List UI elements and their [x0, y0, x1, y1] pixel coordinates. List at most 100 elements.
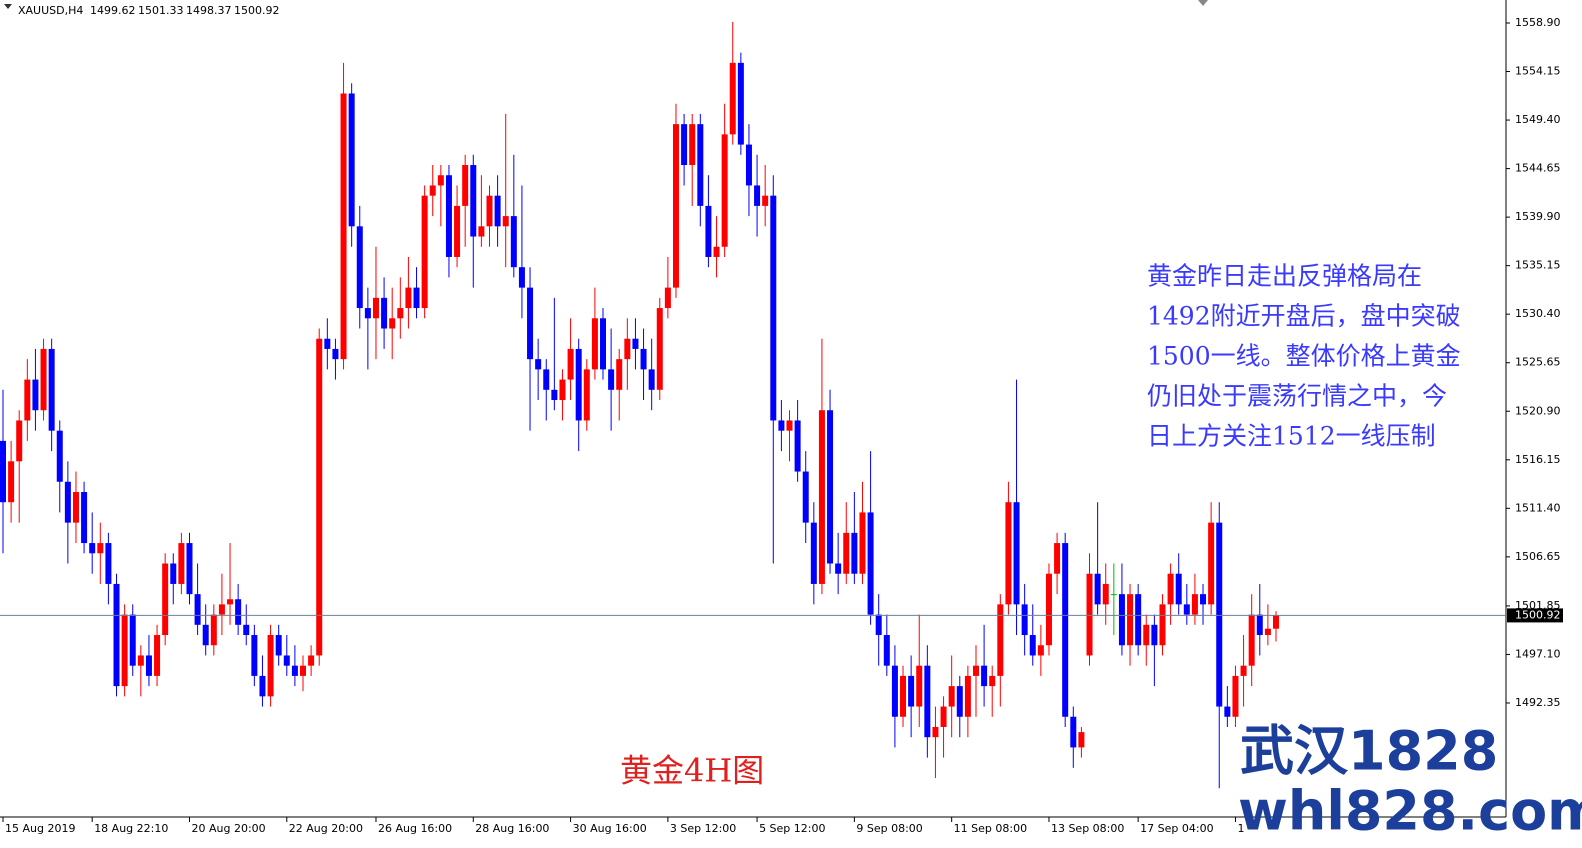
header-close: 1500.92: [234, 4, 280, 17]
y-tick-label: 1525.65: [1515, 356, 1561, 369]
candle-body: [1045, 573, 1052, 646]
x-tick-label: 18 Aug 22:10: [94, 822, 168, 835]
candle-body: [843, 532, 850, 574]
candle-body: [437, 175, 444, 186]
candle-body: [0, 440, 6, 503]
candle-body: [405, 287, 412, 309]
candle-body: [340, 93, 347, 360]
x-tick-label: 15 Aug 2019: [5, 822, 75, 835]
symbol: XAUUSD,H4: [18, 4, 83, 17]
current-price-box: [1507, 608, 1563, 623]
candle-body: [1224, 706, 1231, 717]
candle-body: [72, 491, 79, 523]
candle-body: [754, 185, 761, 206]
candle-body: [454, 205, 461, 257]
caption: 黄金4H图: [620, 752, 764, 790]
candle-body: [794, 420, 801, 472]
candle-body: [608, 369, 615, 390]
candle-body: [510, 216, 517, 268]
candle-body: [1062, 543, 1069, 717]
candle-body: [178, 543, 185, 584]
candle-body: [486, 195, 493, 227]
candle-body: [859, 512, 866, 574]
candle-body: [381, 297, 388, 329]
candle-body: [981, 665, 988, 687]
candle-body: [1159, 604, 1166, 646]
candle-body: [1256, 614, 1263, 636]
candle-body: [251, 635, 258, 676]
header-open: 1499.62: [90, 4, 136, 17]
candle-body: [462, 165, 469, 206]
candle-body: [32, 379, 39, 411]
candle-body: [300, 665, 307, 676]
candle-body: [40, 348, 47, 411]
candle-body: [1191, 594, 1198, 615]
candle-body: [616, 359, 623, 390]
candle-body: [802, 471, 809, 523]
candle-body: [891, 665, 898, 717]
candle-body: [932, 726, 939, 738]
x-tick-label: 5 Sep 12:00: [759, 822, 825, 835]
candle-body: [664, 287, 671, 309]
y-tick-label: 1530.40: [1515, 307, 1561, 320]
header-low: 1498.37: [186, 4, 232, 17]
x-tick-label: 11 Sep 08:00: [954, 822, 1027, 835]
candle-body: [867, 512, 874, 615]
x-tick-label: 20 Aug 20:00: [191, 822, 265, 835]
candle-body: [518, 267, 525, 288]
current-price-label: 1500.92: [1515, 608, 1561, 621]
candle-body: [1232, 675, 1239, 717]
y-tick-label: 1535.15: [1515, 259, 1561, 272]
x-tick-label: 17 Sep 04:00: [1140, 822, 1213, 835]
candle-body: [397, 308, 404, 319]
candle-body: [97, 543, 104, 554]
candle-body: [1264, 628, 1271, 636]
y-tick-label: 1558.90: [1515, 16, 1561, 29]
candle-body: [770, 195, 777, 421]
menu-arrow: [4, 4, 12, 9]
candle-body: [997, 604, 1004, 676]
annotation-line: 黄金昨日走出反弹格局在: [1147, 262, 1422, 291]
candle-body: [705, 205, 712, 257]
candle-body: [1151, 624, 1158, 646]
candle-body: [1167, 573, 1174, 605]
candle-body: [721, 134, 728, 247]
x-tick-label: 13 Sep 08:00: [1051, 822, 1124, 835]
candle-body: [8, 461, 15, 503]
candle-body: [527, 287, 534, 360]
candle-body: [940, 706, 947, 727]
x-tick-label: 22 Aug 20:00: [289, 822, 363, 835]
candle-body: [137, 655, 144, 666]
candle-body: [194, 594, 201, 625]
y-tick-label: 1506.65: [1515, 550, 1561, 563]
candle-body: [1094, 573, 1101, 605]
candle-body: [632, 338, 639, 349]
header-high: 1501.33: [138, 4, 184, 17]
candle-body: [883, 635, 890, 666]
candle-body: [818, 410, 825, 584]
candle-body: [145, 655, 152, 676]
candle-body: [470, 165, 477, 237]
x-tick-label: 3 Sep 12:00: [670, 822, 736, 835]
annotation: 黄金昨日走出反弹格局在 1492附近开盘后，盘中突破 1500一线。整体价格上黄…: [1147, 262, 1461, 451]
candle-body: [1200, 594, 1207, 605]
shift-marker: [1198, 0, 1208, 6]
candle-body: [591, 318, 598, 370]
candle-body: [494, 195, 501, 227]
candle-body: [316, 338, 323, 656]
y-tick-label: 1492.35: [1515, 696, 1561, 709]
annotation-line: 1500一线。整体价格上黄金: [1147, 342, 1461, 371]
candle-body: [762, 195, 769, 206]
candle-body: [267, 635, 274, 697]
candle-body: [656, 308, 663, 390]
candle-body: [502, 216, 509, 227]
candle-body: [875, 614, 882, 636]
candle-body: [689, 124, 696, 166]
candle-body: [672, 124, 679, 288]
candle-body: [1070, 716, 1077, 748]
candle-body: [575, 348, 582, 421]
candle-body: [1143, 624, 1150, 646]
candle-body: [1216, 522, 1223, 707]
candle-body: [218, 604, 225, 615]
